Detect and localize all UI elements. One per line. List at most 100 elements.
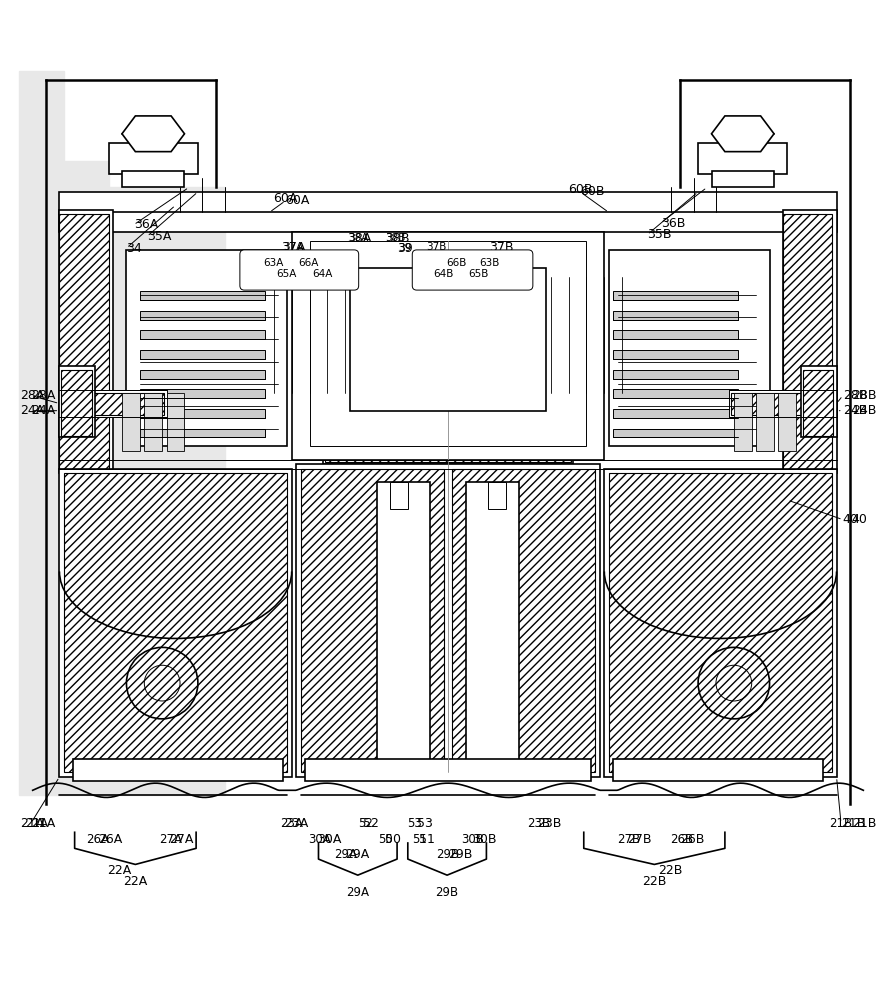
Text: 65B: 65B [469, 269, 489, 279]
Text: 26A: 26A [86, 833, 109, 846]
Text: 23B: 23B [538, 817, 562, 830]
Text: 60B: 60B [581, 185, 605, 198]
Text: 22A: 22A [107, 864, 131, 877]
Text: 37A: 37A [284, 242, 304, 252]
FancyBboxPatch shape [240, 250, 358, 290]
Text: 29B: 29B [436, 848, 460, 861]
Bar [358, 272, 399, 406]
Bar [61, 370, 91, 436]
Bar [613, 429, 738, 437]
Text: 29A: 29A [334, 848, 357, 861]
Bar [140, 409, 265, 418]
Text: 29B: 29B [435, 886, 459, 899]
Text: 50: 50 [378, 833, 392, 846]
Bar [613, 409, 738, 418]
Text: 30A: 30A [308, 833, 331, 846]
Bar [613, 350, 738, 359]
Text: 21B: 21B [852, 817, 876, 830]
Bar [301, 469, 444, 772]
Text: 21A: 21A [30, 817, 56, 830]
Bar [61, 393, 164, 415]
Text: 28B: 28B [843, 389, 867, 402]
Bar [376, 482, 430, 768]
Text: 40: 40 [843, 513, 858, 526]
Text: 28A: 28A [20, 389, 44, 402]
Bar [292, 232, 604, 460]
Bar [309, 241, 587, 446]
Bar [783, 210, 837, 473]
Bar [167, 393, 185, 451]
Text: 29A: 29A [345, 848, 369, 861]
Text: 23A: 23A [280, 817, 303, 830]
Bar [59, 366, 95, 437]
Text: 60A: 60A [273, 192, 297, 205]
Bar [613, 330, 738, 339]
Bar [59, 210, 113, 473]
Text: 22B: 22B [642, 875, 667, 888]
Bar [59, 192, 837, 214]
Text: 63B: 63B [477, 257, 501, 270]
Bar [390, 482, 408, 509]
Text: 50: 50 [385, 833, 401, 846]
Bar [613, 370, 738, 379]
Bar [140, 429, 265, 437]
Bar [64, 473, 288, 772]
Text: 51: 51 [419, 833, 435, 846]
Bar [497, 272, 538, 406]
Text: 60B: 60B [568, 183, 592, 196]
Bar [59, 214, 108, 469]
Bar [613, 291, 738, 300]
Bar [488, 482, 506, 509]
Text: 36B: 36B [660, 217, 685, 230]
Bar [349, 268, 547, 411]
Text: 35A: 35A [147, 230, 171, 243]
Bar [323, 420, 573, 464]
Bar [59, 212, 837, 232]
Bar [698, 143, 788, 174]
Bar [122, 171, 185, 187]
Bar [297, 464, 599, 777]
Bar [604, 469, 837, 777]
Bar [144, 393, 162, 451]
Text: 28A: 28A [30, 389, 56, 402]
Bar [801, 366, 837, 437]
Text: 37B: 37B [426, 242, 447, 252]
Text: 38A: 38A [348, 233, 368, 243]
Bar [305, 759, 591, 781]
Text: 27B: 27B [626, 833, 651, 846]
Text: 23B: 23B [528, 817, 551, 830]
Bar [731, 393, 834, 415]
Text: 65A: 65A [274, 268, 298, 281]
Text: 66B: 66B [446, 258, 467, 268]
Text: 63B: 63B [479, 258, 500, 268]
Bar [803, 370, 833, 436]
Text: 24B: 24B [852, 404, 876, 417]
Text: 37B: 37B [489, 241, 513, 254]
Bar [73, 759, 283, 781]
Text: 66B: 66B [444, 257, 468, 270]
Bar [140, 370, 265, 379]
Text: 30B: 30B [472, 833, 496, 846]
Bar [140, 389, 265, 398]
Polygon shape [122, 116, 185, 152]
FancyBboxPatch shape [412, 250, 533, 290]
Text: 40: 40 [852, 513, 867, 526]
Bar [608, 250, 770, 446]
Text: 24A: 24A [20, 404, 44, 417]
Text: 53: 53 [407, 817, 421, 830]
Text: 51: 51 [412, 833, 426, 846]
Bar [613, 759, 823, 781]
Text: 27A: 27A [169, 833, 194, 846]
Text: 21B: 21B [830, 817, 853, 830]
Text: 39: 39 [397, 242, 413, 255]
Bar [394, 277, 502, 402]
Bar [59, 390, 167, 417]
Bar [756, 393, 774, 451]
Bar [324, 421, 572, 462]
Text: 52: 52 [363, 817, 379, 830]
Bar [613, 311, 738, 320]
Text: 34: 34 [126, 242, 142, 255]
Text: 29A: 29A [346, 886, 369, 899]
Text: 63A: 63A [263, 258, 283, 268]
Bar [332, 259, 564, 420]
